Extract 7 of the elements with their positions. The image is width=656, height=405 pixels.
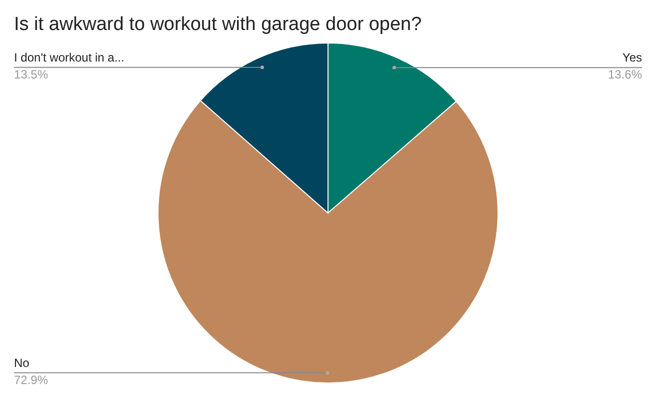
data-label: 72.9% — [14, 372, 48, 387]
chart-title: Is it awkward to workout with garage door open? — [14, 14, 422, 35]
slice-label: Yes — [622, 50, 642, 65]
slice-label: No — [14, 356, 30, 370]
data-label: 13.6% — [608, 68, 642, 82]
data-label: 13.5% — [14, 67, 48, 82]
slice-label: I don't workout in a... — [14, 50, 124, 64]
